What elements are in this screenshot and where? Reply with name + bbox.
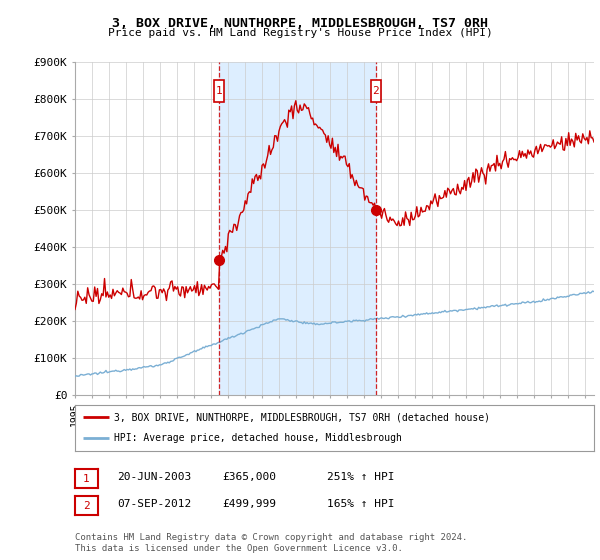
Text: Price paid vs. HM Land Registry's House Price Index (HPI): Price paid vs. HM Land Registry's House … <box>107 28 493 38</box>
Text: 3, BOX DRIVE, NUNTHORPE, MIDDLESBROUGH, TS7 0RH (detached house): 3, BOX DRIVE, NUNTHORPE, MIDDLESBROUGH, … <box>114 412 490 422</box>
Text: 2: 2 <box>373 86 379 96</box>
Text: 2: 2 <box>83 501 90 511</box>
Text: 1: 1 <box>83 474 90 484</box>
Text: 3, BOX DRIVE, NUNTHORPE, MIDDLESBROUGH, TS7 0RH: 3, BOX DRIVE, NUNTHORPE, MIDDLESBROUGH, … <box>112 17 488 30</box>
Text: HPI: Average price, detached house, Middlesbrough: HPI: Average price, detached house, Midd… <box>114 433 402 444</box>
FancyBboxPatch shape <box>371 80 380 102</box>
Text: 07-SEP-2012: 07-SEP-2012 <box>117 499 191 509</box>
Text: 1: 1 <box>216 86 223 96</box>
Text: 20-JUN-2003: 20-JUN-2003 <box>117 472 191 482</box>
Text: 251% ↑ HPI: 251% ↑ HPI <box>327 472 395 482</box>
Text: £499,999: £499,999 <box>222 499 276 509</box>
Text: Contains HM Land Registry data © Crown copyright and database right 2024.
This d: Contains HM Land Registry data © Crown c… <box>75 533 467 553</box>
Text: 165% ↑ HPI: 165% ↑ HPI <box>327 499 395 509</box>
Bar <box>219 62 376 395</box>
Text: £365,000: £365,000 <box>222 472 276 482</box>
FancyBboxPatch shape <box>214 80 224 102</box>
